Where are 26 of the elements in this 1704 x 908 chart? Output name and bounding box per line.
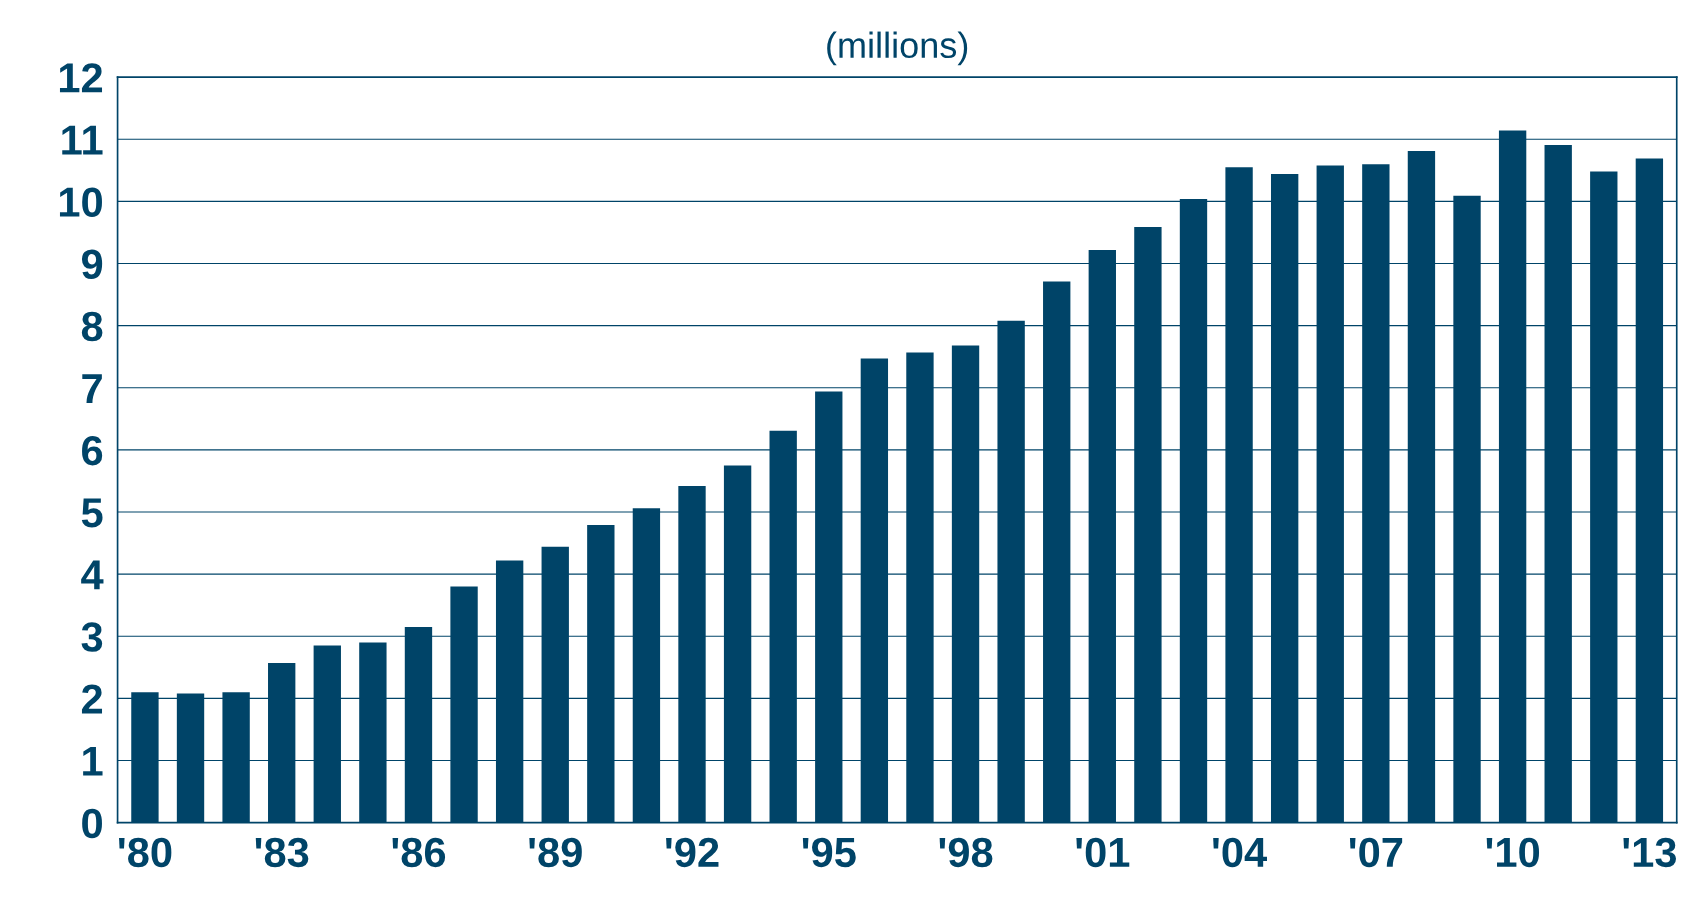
y-tick-label: 8 xyxy=(81,311,103,342)
x-tick-label: '01 xyxy=(1076,837,1130,868)
x-tick-label: '95 xyxy=(802,837,856,868)
x-tick-label: '13 xyxy=(1623,837,1677,868)
x-tick-label: '98 xyxy=(939,837,993,868)
y-tick-label: 7 xyxy=(82,374,102,403)
y-tick-label: 6 xyxy=(82,435,103,466)
x-tick-label: '80 xyxy=(119,837,172,868)
x-tick-label: '04 xyxy=(1213,837,1267,868)
y-tick-label: 4 xyxy=(81,560,104,590)
y-tick-label: 2 xyxy=(81,684,103,714)
y-tick-label: 3 xyxy=(81,622,103,652)
y-tick-label: 0 xyxy=(82,808,102,839)
y-tick-label: 11 xyxy=(62,125,103,155)
x-tick-label: '86 xyxy=(392,837,446,868)
y-tick-label: 1 xyxy=(83,746,103,776)
x-tick-label: '83 xyxy=(255,837,309,868)
x-tick-label: '92 xyxy=(666,837,719,868)
y-tick-label: 5 xyxy=(81,498,103,528)
y-tick-label: 12 xyxy=(59,63,103,93)
x-tick-label: '89 xyxy=(529,837,582,868)
y-tick-label: 9 xyxy=(81,249,103,280)
x-tick-label: '07 xyxy=(1349,837,1403,868)
y-tick-label: 10 xyxy=(59,187,102,217)
x-tick-label: '10 xyxy=(1486,837,1540,868)
chart-title: (millions) xyxy=(827,31,968,66)
